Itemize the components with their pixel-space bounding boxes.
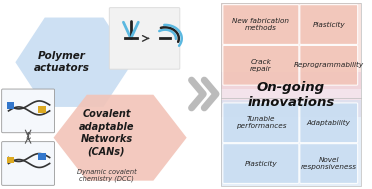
Text: Novel
responsiveness: Novel responsiveness: [301, 157, 357, 170]
Text: On-going
innovations: On-going innovations: [247, 81, 334, 109]
FancyBboxPatch shape: [300, 45, 357, 85]
Bar: [38, 106, 46, 113]
FancyBboxPatch shape: [223, 144, 299, 183]
FancyBboxPatch shape: [223, 103, 299, 143]
Text: Crack
repair: Crack repair: [250, 59, 272, 72]
Text: Covalent
adaptable
Networks
(CANs): Covalent adaptable Networks (CANs): [78, 109, 134, 156]
Polygon shape: [54, 95, 187, 181]
FancyBboxPatch shape: [300, 103, 357, 143]
Text: Reprogrammability: Reprogrammability: [294, 62, 364, 68]
FancyBboxPatch shape: [221, 72, 361, 117]
Text: Plasticity: Plasticity: [312, 22, 345, 28]
Text: ↕: ↕: [23, 132, 33, 142]
Bar: [38, 153, 46, 160]
FancyBboxPatch shape: [221, 3, 361, 89]
Text: Plasticity: Plasticity: [244, 160, 277, 167]
Text: Polymer
actuators: Polymer actuators: [33, 51, 89, 74]
Text: Adaptability: Adaptability: [307, 120, 351, 126]
FancyBboxPatch shape: [300, 5, 357, 44]
Bar: [7, 156, 15, 163]
FancyBboxPatch shape: [109, 8, 180, 69]
FancyBboxPatch shape: [223, 5, 299, 44]
FancyBboxPatch shape: [1, 142, 55, 185]
FancyBboxPatch shape: [300, 144, 357, 183]
Text: New fabrication
methods: New fabrication methods: [232, 18, 289, 31]
Text: Dynamic covalent
chemistry (DCC): Dynamic covalent chemistry (DCC): [77, 169, 136, 182]
FancyBboxPatch shape: [221, 100, 361, 186]
Polygon shape: [15, 18, 133, 107]
FancyBboxPatch shape: [223, 45, 299, 85]
Text: Tunable
performances: Tunable performances: [235, 116, 286, 129]
FancyBboxPatch shape: [1, 89, 55, 133]
Bar: [7, 102, 15, 109]
